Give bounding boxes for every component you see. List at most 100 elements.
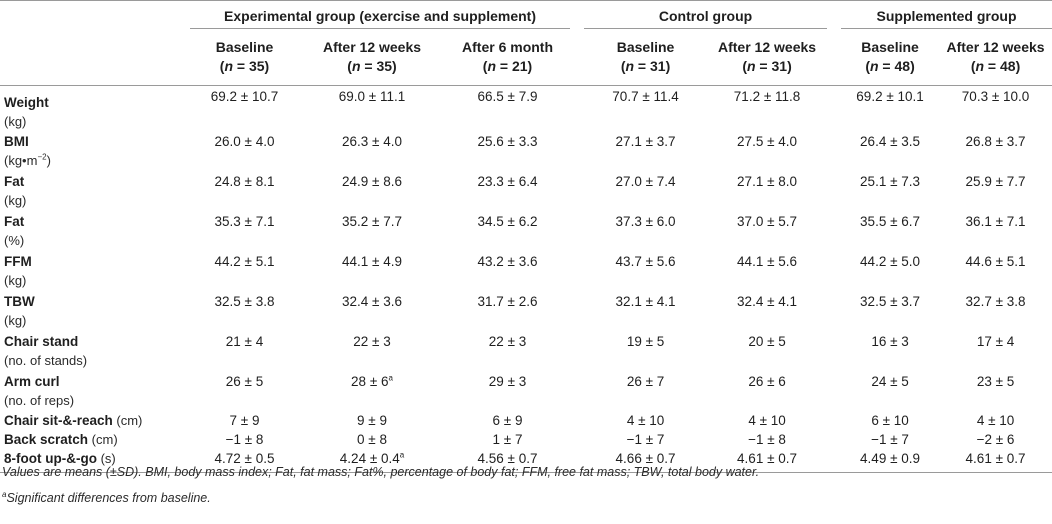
col-header-ctrl-12w: After 12 weeks (n = 31): [718, 39, 817, 74]
table-cell: 25.6 ± 3.3: [477, 134, 538, 149]
table-cell: 27.1 ± 3.7: [615, 134, 676, 149]
table-row: Back scratch (cm) −1 ± 8 0 ± 8 1 ± 7 −1 ± 7 −…: [0, 430, 1052, 449]
table-row: Chair stand (no. of stands) 21 ± 4 22 ± 3 22…: [0, 331, 1052, 371]
variable-name: Weight: [4, 95, 49, 110]
table-cell: 4.61 ± 0.7: [939, 449, 1052, 473]
table-cell: 4.72 ± 0.5: [190, 449, 299, 473]
variable-unit: (%): [4, 233, 25, 248]
row-label: TBW (kg): [0, 291, 190, 331]
table-row: Weight (kg) 69.2 ± 10.7 69.0 ± 11.1 66.5 ± 7…: [0, 86, 1052, 132]
variable-unit: (kg): [4, 273, 27, 288]
table-cell: 36.1 ± 7.1: [965, 214, 1026, 229]
table-cell: 16 ± 3: [871, 334, 909, 349]
group-header-control: Control group: [584, 0, 828, 29]
table-cell: 71.2 ± 11.8: [733, 89, 801, 104]
row-label: Chair sit-&-reach (cm): [0, 411, 190, 430]
table-cell: 37.3 ± 6.0: [615, 214, 676, 229]
variable-unit: (no. of stands): [4, 353, 88, 368]
table-row: 8-foot up-&-go (s) 4.72 ± 0.5 4.24 ± 0.4a 4…: [0, 449, 1052, 473]
table-cell: −1 ± 8: [748, 432, 786, 447]
col-header-exp-baseline: Baseline (n = 35): [215, 39, 274, 74]
table-cell: 44.2 ± 5.0: [860, 254, 920, 269]
table-cell: −1 ± 7: [626, 432, 665, 447]
row-label: Back scratch (cm): [0, 430, 190, 449]
table-cell: 26 ± 5: [225, 374, 264, 389]
table-cell: 70.7 ± 11.4: [612, 89, 679, 104]
table-cell: 7 ± 9: [229, 413, 260, 428]
table-body: Weight (kg) 69.2 ± 10.7 69.0 ± 11.1 66.5 ± 7…: [0, 86, 1052, 473]
table-cell: 4.66 ± 0.7: [584, 449, 708, 473]
results-table: Experimental group (exercise and supplem…: [0, 0, 1052, 473]
table-cell: 4 ± 10: [626, 413, 665, 428]
col-header-ctrl-baseline: Baseline (n = 31): [616, 39, 675, 74]
table-row: FFM (kg) 44.2 ± 5.1 44.1 ± 4.9 43.2 ± 3.6 43.…: [0, 251, 1052, 291]
table-row: BMI (kg•m−2) 26.0 ± 4.0 26.3 ± 4.0 25.6 ± 3.…: [0, 131, 1052, 171]
group-header-row: Experimental group (exercise and supplem…: [0, 0, 1052, 29]
table-cell: 32.5 ± 3.7: [860, 294, 920, 309]
table-cell: 31.7 ± 2.6: [477, 294, 538, 309]
table-cell: 43.7 ± 5.6: [615, 254, 676, 269]
variable-name: Arm curl: [4, 374, 60, 389]
table-cell: −2 ± 6: [976, 432, 1015, 447]
table-cell: 32.7 ± 3.8: [965, 294, 1026, 309]
row-label: 8-foot up-&-go (s): [0, 449, 190, 473]
table-cell: 21 ± 4: [225, 334, 264, 349]
table-cell: 26.8 ± 3.7: [965, 134, 1026, 149]
table-cell: 1 ± 7: [492, 432, 523, 447]
variable-unit: (s): [96, 451, 116, 466]
table-cell: 17 ± 4: [976, 334, 1015, 349]
group-header-supplemented: Supplemented group: [841, 0, 1052, 29]
variable-name: BMI: [4, 134, 29, 149]
row-label: Chair stand (no. of stands): [0, 331, 190, 371]
table-cell: 44.1 ± 4.9: [342, 254, 402, 269]
table-cell: 24 ± 5: [871, 374, 909, 389]
row-label: Arm curl (no. of reps): [0, 371, 190, 411]
variable-unit: (kg): [4, 313, 27, 328]
table-cell: 28 ± 6a: [351, 373, 393, 389]
table-cell: 37.0 ± 5.7: [737, 214, 797, 229]
table-cell: 6 ± 10: [871, 413, 909, 428]
table-cell: 43.2 ± 3.6: [477, 254, 538, 269]
table-cell: 26.4 ± 3.5: [860, 134, 920, 149]
table-cell: 26.3 ± 4.0: [342, 134, 402, 149]
variable-name: FFM: [4, 254, 32, 269]
table-cell: 24.8 ± 8.1: [214, 174, 275, 189]
table-cell: 9 ± 9: [357, 413, 387, 428]
row-label: FFM (kg): [0, 251, 190, 291]
table-cell: 20 ± 5: [748, 334, 786, 349]
table-cell: 69.0 ± 11.1: [338, 89, 406, 104]
variable-name: Chair sit-&-reach: [4, 413, 113, 428]
table-cell: 25.9 ± 7.7: [965, 174, 1026, 189]
table-cell: 22 ± 3: [488, 334, 527, 349]
table-cell: 32.5 ± 3.8: [214, 294, 275, 309]
col-header-exp-6m: After 6 month (n = 21): [462, 39, 554, 74]
table-cell: 66.5 ± 7.9: [477, 89, 538, 104]
table-cell: 23 ± 5: [976, 374, 1015, 389]
table-cell: 44.1 ± 5.6: [737, 254, 797, 269]
table-cell: 6 ± 9: [492, 413, 523, 428]
table-cell: 19 ± 5: [626, 334, 665, 349]
variable-unit: (kg): [4, 193, 27, 208]
table-cell: 24.9 ± 8.6: [342, 174, 402, 189]
table-cell: 4.56 ± 0.7: [445, 449, 571, 473]
table-row: Fat (kg) 24.8 ± 8.1 24.9 ± 8.6 23.3 ± 6.4 27.…: [0, 171, 1052, 211]
variable-name: Fat: [4, 214, 25, 229]
table-cell: 4 ± 10: [748, 413, 786, 428]
table-cell: 23.3 ± 6.4: [477, 174, 538, 189]
table-cell: 69.2 ± 10.7: [210, 89, 279, 104]
table-cell: 4.61 ± 0.7: [707, 449, 828, 473]
table-cell: 4.24 ± 0.4a: [299, 449, 445, 473]
table-cell: −1 ± 7: [871, 432, 909, 447]
variable-unit: (cm): [88, 432, 118, 447]
table-cell: 32.1 ± 4.1: [615, 294, 676, 309]
variable-name: Back scratch: [4, 432, 89, 447]
table-cell: 32.4 ± 3.6: [342, 294, 402, 309]
table-cell: 4 ± 10: [976, 413, 1015, 428]
table-cell: 34.5 ± 6.2: [477, 214, 538, 229]
table-cell: 32.4 ± 4.1: [737, 294, 797, 309]
table-cell: 27.0 ± 7.4: [615, 174, 676, 189]
footnote-definitions: Values are means (±SD). BMI, body mass i…: [2, 465, 760, 479]
table-cell: 35.3 ± 7.1: [214, 214, 275, 229]
variable-name: Chair stand: [4, 334, 79, 349]
table-cell: 22 ± 3: [353, 334, 391, 349]
